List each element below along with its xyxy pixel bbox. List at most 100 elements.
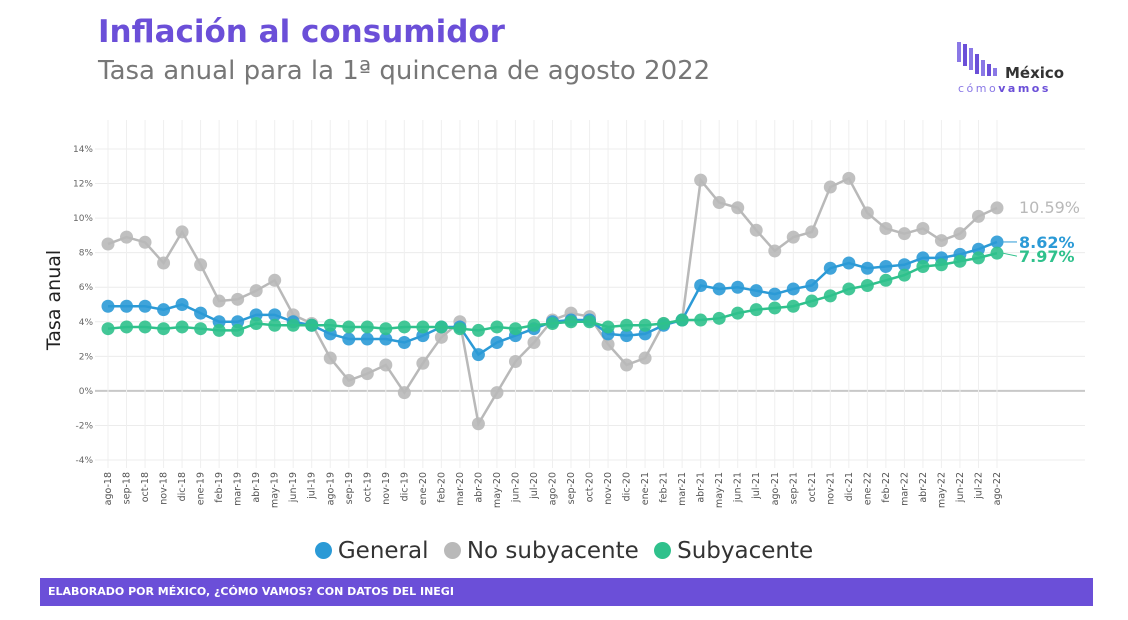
x-tick-label: mar-19 <box>233 472 244 506</box>
legend: General No subyacente Subyacente <box>0 538 1128 564</box>
data-point-no-subyacente <box>731 201 745 215</box>
legend-item-subyacente: Subyacente <box>654 538 813 564</box>
y-tick-label: 0% <box>79 387 94 397</box>
x-tick-label: jul-22 <box>973 472 984 500</box>
x-tick-label: feb-19 <box>214 472 225 503</box>
data-point-general <box>471 348 485 362</box>
data-point-subyacente <box>990 246 1004 260</box>
data-point-no-subyacente <box>490 386 504 400</box>
data-point-general <box>620 329 634 343</box>
legend-marker <box>314 542 332 559</box>
y-tick-label: 8% <box>79 249 94 259</box>
data-point-subyacente <box>342 320 356 334</box>
x-tick-label: mar-22 <box>899 472 910 506</box>
data-point-subyacente <box>879 273 893 287</box>
data-point-subyacente <box>860 278 874 292</box>
data-point-no-subyacente <box>342 374 356 388</box>
legend-marker <box>443 542 461 559</box>
data-point-no-subyacente <box>120 230 134 244</box>
y-tick-label: 2% <box>79 352 94 362</box>
mexico-como-vamos-logo: México cómovamos <box>955 40 1075 100</box>
data-point-general <box>157 303 171 317</box>
x-tick-label: may-19 <box>270 472 281 508</box>
data-point-subyacente <box>842 282 856 296</box>
data-point-no-subyacente <box>175 225 189 239</box>
x-tick-label: dic-21 <box>844 472 855 501</box>
data-point-no-subyacente <box>823 180 837 194</box>
x-tick-label: mar-20 <box>455 472 466 506</box>
data-point-subyacente <box>675 313 689 327</box>
x-tick-label: abr-20 <box>473 472 484 503</box>
x-tick-label: sep-18 <box>122 472 133 504</box>
data-point-no-subyacente <box>620 358 634 372</box>
data-point-subyacente <box>657 317 671 331</box>
data-point-subyacente <box>934 258 948 272</box>
data-point-no-subyacente <box>786 230 800 244</box>
x-tick-label: nov-21 <box>825 472 836 505</box>
data-point-subyacente <box>249 317 263 331</box>
data-point-general <box>823 261 837 275</box>
data-point-subyacente <box>601 320 615 334</box>
data-point-general <box>194 306 208 320</box>
legend-item-general: General <box>314 538 429 564</box>
y-tick-label: 14% <box>73 145 93 155</box>
data-point-general <box>342 332 356 346</box>
end-label-subyacente: 7.97% <box>1019 247 1075 266</box>
x-tick-label: nov-19 <box>381 472 392 505</box>
x-tick-label: ene-22 <box>862 472 873 505</box>
data-point-general <box>175 298 189 311</box>
data-point-no-subyacente <box>471 417 485 431</box>
data-point-subyacente <box>453 322 467 336</box>
logo-word: México <box>1005 64 1065 82</box>
data-point-no-subyacente <box>638 351 652 365</box>
chart-subtitle: Tasa anual para la 1ª quincena de agosto… <box>98 56 711 86</box>
x-tick-label: jun-20 <box>510 472 521 503</box>
data-point-no-subyacente <box>138 235 152 249</box>
data-point-subyacente <box>749 303 763 317</box>
data-point-subyacente <box>638 318 652 332</box>
data-point-no-subyacente <box>231 292 245 306</box>
data-point-no-subyacente <box>249 284 263 298</box>
data-point-no-subyacente <box>194 258 208 272</box>
x-tick-label: jun-22 <box>955 472 966 503</box>
x-tick-label: jul-19 <box>307 472 318 500</box>
x-tick-label: dic-18 <box>177 472 188 501</box>
data-point-subyacente <box>305 318 319 332</box>
y-tick-label: 6% <box>79 283 94 293</box>
data-point-no-subyacente <box>101 237 115 251</box>
x-tick-label: feb-22 <box>881 472 892 503</box>
data-point-subyacente <box>897 268 911 282</box>
data-point-no-subyacente <box>268 273 282 287</box>
data-point-no-subyacente <box>397 386 411 400</box>
data-point-subyacente <box>805 294 819 308</box>
data-point-subyacente <box>323 318 337 332</box>
data-point-subyacente <box>231 323 245 337</box>
data-point-no-subyacente <box>712 196 726 210</box>
x-tick-label: jun-21 <box>733 472 744 503</box>
data-point-general <box>120 299 134 313</box>
data-point-no-subyacente <box>953 227 967 241</box>
x-tick-label: ene-19 <box>196 472 207 505</box>
data-point-general <box>749 284 763 298</box>
data-point-subyacente <box>360 320 374 334</box>
data-point-no-subyacente <box>768 244 782 258</box>
data-point-subyacente <box>823 289 837 303</box>
logo-bars-icon <box>957 42 997 76</box>
x-tick-label: abr-21 <box>696 472 707 503</box>
data-point-general <box>490 336 504 350</box>
data-point-subyacente <box>157 322 171 336</box>
data-point-general <box>879 259 893 273</box>
x-tick-label: ago-21 <box>770 472 781 505</box>
data-point-subyacente <box>138 320 152 334</box>
x-tick-label: feb-21 <box>659 472 670 503</box>
data-point-general <box>397 336 411 350</box>
data-point-general <box>101 299 115 313</box>
data-point-subyacente <box>101 322 115 336</box>
x-tick-label: oct-20 <box>585 472 596 502</box>
data-point-general <box>379 332 393 346</box>
data-point-general <box>268 308 282 322</box>
data-point-general <box>805 278 819 292</box>
data-point-general <box>990 235 1004 249</box>
data-point-subyacente <box>583 315 597 329</box>
